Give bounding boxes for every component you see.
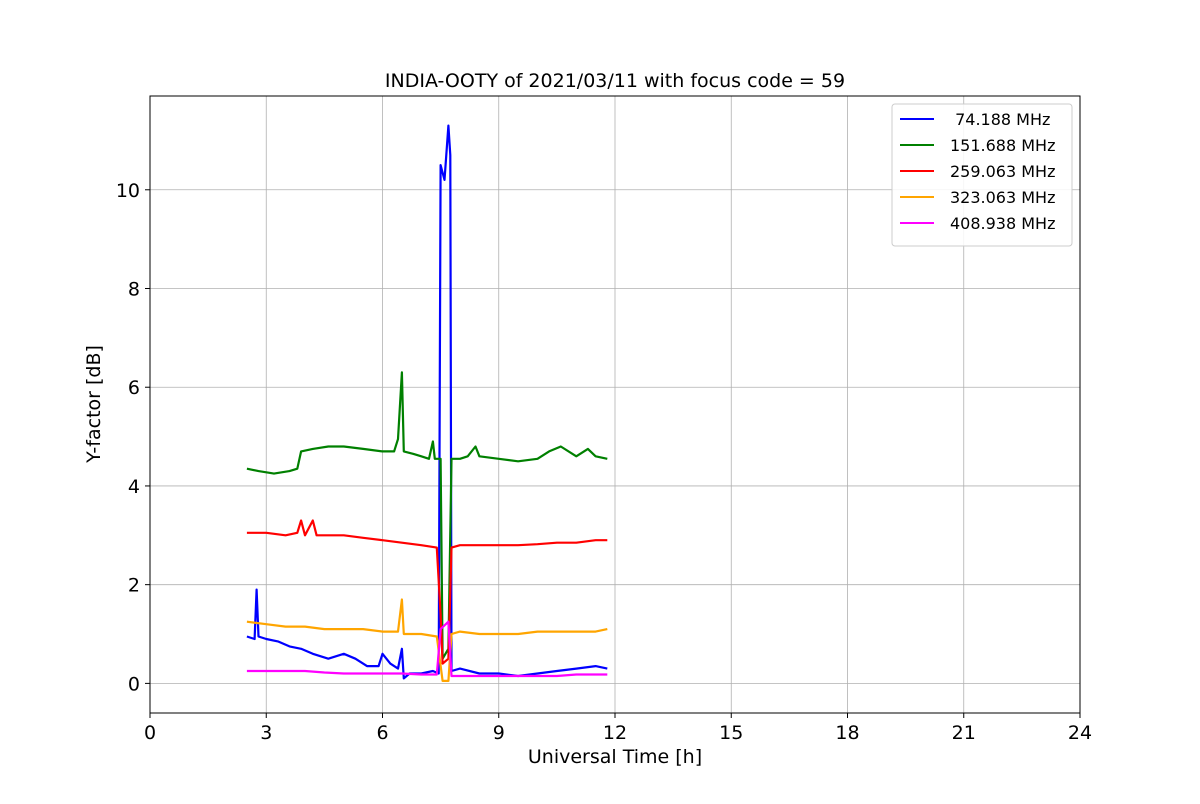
x-tick-label: 18 [835, 722, 859, 744]
series-line-5 [246, 620, 608, 678]
x-tick-label: 3 [260, 722, 272, 744]
legend-label-4: 323.063 MHz [950, 188, 1055, 207]
y-tick-label: 6 [128, 377, 140, 399]
chart-title: INDIA-OOTY of 2021/03/11 with focus code… [385, 70, 845, 92]
legend: 74.188 MHz 151.688 MHz 259.063 MHz 323.063 … [891, 103, 1073, 247]
x-tick-label: 9 [493, 722, 505, 744]
series-line-1 [246, 124, 608, 680]
y-tick-label: 8 [128, 279, 140, 301]
x-tick-label: 24 [1068, 722, 1092, 744]
x-tick-label: 12 [603, 722, 627, 744]
x-tick-label: 21 [952, 722, 976, 744]
legend-box [891, 103, 1073, 247]
legend-label-5: 408.938 MHz [950, 214, 1055, 233]
series-line-3 [246, 519, 608, 665]
series-line-4 [246, 598, 608, 682]
legend-label-3: 259.063 MHz [950, 162, 1055, 181]
x-tick-label: 15 [719, 722, 743, 744]
y-tick-label: 2 [128, 575, 140, 597]
series-layer [246, 124, 608, 682]
x-axis-label: Universal Time [h] [528, 746, 702, 768]
y-tick-label: 4 [128, 476, 140, 498]
y-axis-label: Y-factor [dB] [83, 345, 105, 464]
series-line-2 [246, 371, 608, 660]
y-tick-label: 10 [116, 180, 140, 202]
x-tick-label: 0 [144, 722, 156, 744]
y-tick-label: 0 [128, 673, 140, 695]
legend-label-2: 151.688 MHz [950, 136, 1055, 155]
x-tick-label: 6 [376, 722, 388, 744]
legend-label-1: 74.188 MHz [950, 110, 1050, 129]
